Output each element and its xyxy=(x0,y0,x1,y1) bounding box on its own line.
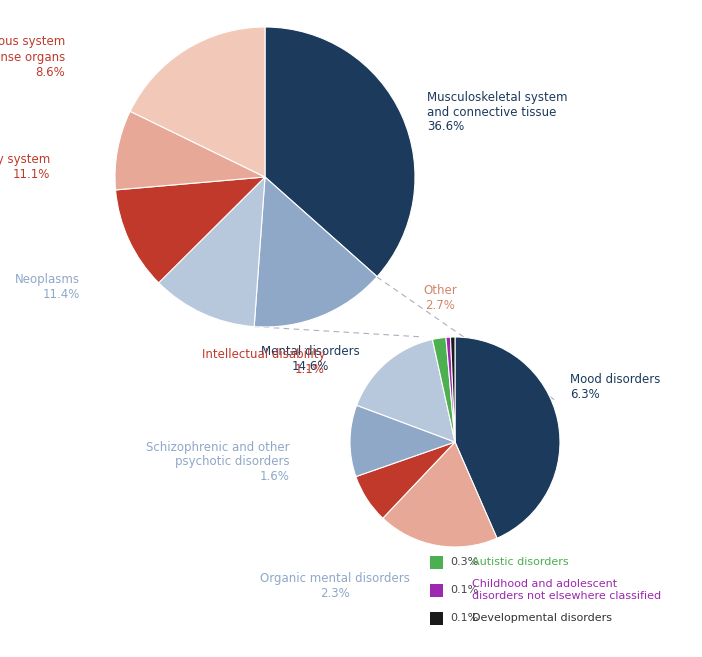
Text: Mental disorders
14.6%: Mental disorders 14.6% xyxy=(260,345,359,373)
Wedge shape xyxy=(383,442,497,547)
Wedge shape xyxy=(446,337,455,442)
Wedge shape xyxy=(130,27,265,177)
Text: 0.3%: 0.3% xyxy=(450,557,478,567)
Wedge shape xyxy=(432,338,455,442)
Wedge shape xyxy=(159,177,265,327)
Text: Developmental disorders: Developmental disorders xyxy=(472,613,612,623)
Bar xyxy=(430,612,443,625)
Text: 0.1%: 0.1% xyxy=(450,585,478,595)
Wedge shape xyxy=(115,111,265,190)
Wedge shape xyxy=(451,337,455,442)
Wedge shape xyxy=(254,177,377,327)
Bar xyxy=(430,556,443,569)
Wedge shape xyxy=(116,177,265,283)
Text: Childhood and adolescent
disorders not elsewhere classified: Childhood and adolescent disorders not e… xyxy=(472,579,661,600)
Wedge shape xyxy=(265,27,415,277)
Wedge shape xyxy=(356,442,455,518)
Text: Circulatory system
11.1%: Circulatory system 11.1% xyxy=(0,153,50,181)
Text: Musculoskeletal system
and connective tissue
36.6%: Musculoskeletal system and connective ti… xyxy=(427,91,567,133)
Text: Organic mental disorders
2.3%: Organic mental disorders 2.3% xyxy=(260,572,410,600)
Wedge shape xyxy=(357,340,455,442)
Text: 0.1%: 0.1% xyxy=(450,613,478,623)
Wedge shape xyxy=(350,405,455,476)
Text: Nervous system
and sense organs
8.6%: Nervous system and sense organs 8.6% xyxy=(0,35,65,78)
Text: Neoplasms
11.4%: Neoplasms 11.4% xyxy=(15,273,80,301)
Text: Mood disorders
6.3%: Mood disorders 6.3% xyxy=(570,373,661,401)
Text: Autistic disorders: Autistic disorders xyxy=(472,557,569,567)
Text: Other
2.7%: Other 2.7% xyxy=(423,284,457,312)
Bar xyxy=(430,584,443,597)
Text: Schizophrenic and other
psychotic disorders
1.6%: Schizophrenic and other psychotic disord… xyxy=(147,440,290,484)
Wedge shape xyxy=(455,337,560,538)
Text: Intellectual disability
1.1%: Intellectual disability 1.1% xyxy=(201,348,325,376)
